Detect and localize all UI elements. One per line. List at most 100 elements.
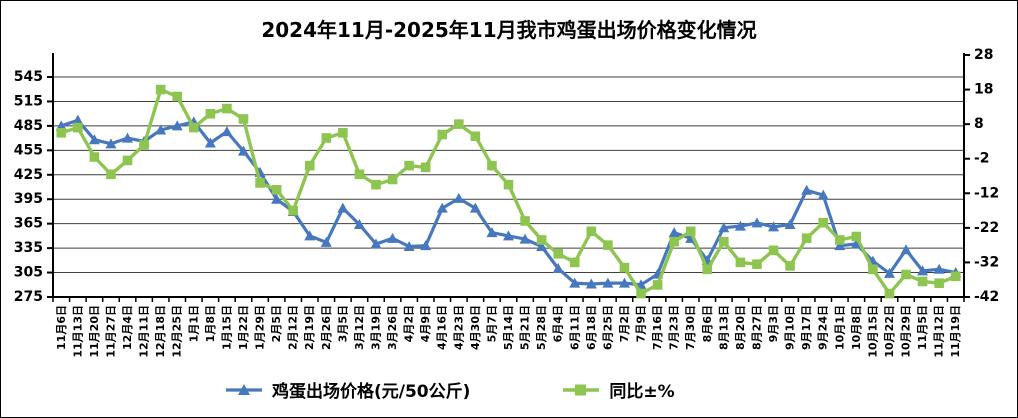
legend-item-yoy: 同比±% [562,377,675,402]
yoy-point-marker [155,84,166,95]
yoy-point-marker [271,185,282,195]
x-axis-label: 10月8日 [850,305,863,350]
price-point-marker [834,240,846,251]
x-axis-label: 5月28日 [535,305,548,350]
price-point-marker [503,230,514,241]
x-axis-label: 12月25日 [171,305,184,358]
price-point-marker [105,138,117,149]
price-point-marker [668,227,680,238]
yoy-point-marker [106,169,116,180]
price-point-marker [55,120,67,131]
price-point-marker [850,238,862,249]
yoy-point-marker [553,248,563,259]
x-axis-label: 3月12日 [353,305,366,350]
price-point-marker [171,120,183,131]
x-axis-label: 10月1日 [833,305,846,350]
x-axis-label: 7月9日 [635,305,648,342]
price-swatch-triangle-icon [238,383,250,395]
right-axis-label: -22 [974,220,999,236]
price-point-marker [155,124,167,135]
x-axis-label: 11月20日 [88,305,101,358]
x-axis-label: 2月19日 [303,305,316,350]
yoy-point-marker [901,269,911,280]
x-axis-label: 11月12日 [933,305,946,358]
right-axis-label: 8 [974,116,984,132]
price-point-marker [718,222,730,233]
yoy-point-marker [636,288,646,299]
x-axis-label: 9月3日 [767,305,780,342]
yoy-point-marker [884,288,895,299]
x-axis-label: 11月19日 [949,305,962,358]
left-axis-label: 455 [14,142,43,158]
yoy-point-marker [487,160,497,171]
yoy-point-marker [785,261,795,271]
price-point-marker [751,217,763,228]
left-axis-label: 425 [14,167,43,183]
left-axis-label: 335 [14,240,43,256]
price-point-marker [801,184,813,195]
price-point-marker [237,145,249,156]
x-axis-label: 10月15日 [866,305,879,358]
yoy-point-marker [669,236,679,247]
yoy-point-marker [238,114,249,124]
yoy-swatch-square-icon [575,384,587,395]
chart-title: 2024年11月-2025年11月我市鸡蛋出场价格变化情况 [261,18,757,42]
price-point-marker [453,192,465,203]
x-axis-label: 6月4日 [552,305,565,342]
legend: 鸡蛋出场价格(元/50公斤) 同比±% [225,377,675,402]
x-axis-label: 3月5日 [336,305,349,342]
x-axis-label: 8月13日 [717,305,730,350]
x-axis-label: 10月29日 [900,305,913,358]
yoy-point-marker [73,122,83,133]
x-axis-label: 1月1日 [187,305,200,342]
yoy-point-marker [603,240,613,250]
price-point-marker [585,278,597,289]
price-point-marker [900,244,912,255]
yoy-point-marker [255,178,265,188]
left-axis-label: 515 [14,93,43,109]
price-point-marker [734,220,746,231]
price-point-marker [122,132,134,143]
price-point-marker [221,126,233,137]
yoy-point-marker [536,235,547,245]
price-point-marker [387,232,399,243]
yoy-point-marker [834,235,845,245]
x-axis-label: 4月9日 [419,305,432,342]
price-series-swatch [226,383,262,395]
yoy-point-marker [454,119,464,129]
right-axis-label: -32 [974,254,999,270]
x-axis-label: 3月19日 [369,305,382,350]
x-axis-label: 2月5日 [270,305,283,342]
yoy-point-marker [586,226,597,237]
yoy-point-marker [702,264,713,275]
yoy-point-marker [470,131,481,142]
x-axis-label: 4月23日 [452,305,465,350]
left-axis-label: 275 [14,289,43,305]
price-point-marker [72,114,84,125]
yoy-point-marker [520,216,530,226]
yoy-point-marker [188,122,199,133]
yoy-point-marker [752,259,762,269]
yoy-point-marker [652,280,663,290]
yoy-point-marker [172,91,183,102]
price-point-marker [304,230,316,241]
price-point-marker [917,265,929,276]
price-point-marker [337,202,349,213]
price-point-marker [271,193,283,204]
x-axis-label: 3月26日 [386,305,399,350]
x-axis-label: 5月7日 [485,305,498,342]
yoy-point-marker [371,179,381,190]
yoy-point-marker [685,226,696,237]
x-axis-label: 4月30日 [469,305,482,350]
yoy-point-marker [338,127,348,138]
x-axis-label: 5月21日 [519,305,532,350]
yoy-point-marker [304,160,315,171]
yoy-point-marker [868,264,878,275]
yoy-point-marker [818,217,829,228]
x-axis-label: 11月13日 [71,305,84,358]
x-axis-label: 6月25日 [601,305,614,350]
x-axis-label: 7月30日 [684,305,697,350]
x-axis-label: 12月18日 [154,305,167,358]
x-axis-label: 1月22日 [237,305,250,350]
